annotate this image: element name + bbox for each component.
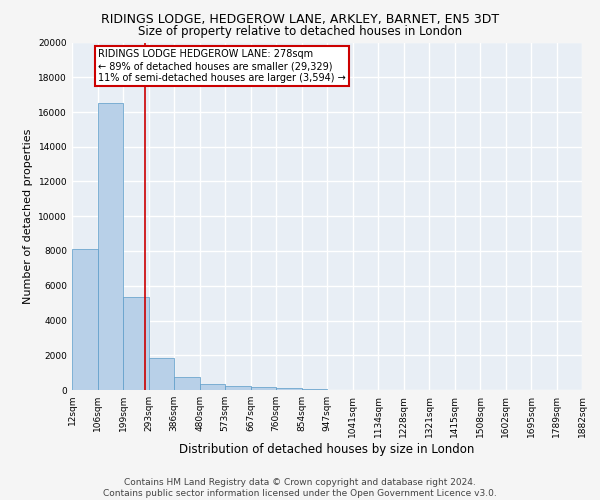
Text: Size of property relative to detached houses in London: Size of property relative to detached ho… (138, 25, 462, 38)
Bar (251, 388, 276, 390)
Y-axis label: Number of detached properties: Number of detached properties (23, 128, 33, 304)
Bar (225, 386, 251, 390)
Bar (174, 377, 200, 390)
Bar (72, 250, 98, 390)
Bar (98, 104, 123, 390)
Bar (123, 297, 149, 390)
Text: Contains HM Land Registry data © Crown copyright and database right 2024.
Contai: Contains HM Land Registry data © Crown c… (103, 478, 497, 498)
X-axis label: Distribution of detached houses by size in London: Distribution of detached houses by size … (179, 442, 475, 456)
Bar (149, 358, 174, 390)
Bar (200, 384, 225, 390)
Bar (276, 388, 302, 390)
Text: RIDINGS LODGE, HEDGEROW LANE, ARKLEY, BARNET, EN5 3DT: RIDINGS LODGE, HEDGEROW LANE, ARKLEY, BA… (101, 12, 499, 26)
Bar (302, 389, 327, 390)
Text: RIDINGS LODGE HEDGEROW LANE: 278sqm
← 89% of detached houses are smaller (29,329: RIDINGS LODGE HEDGEROW LANE: 278sqm ← 89… (98, 50, 346, 82)
